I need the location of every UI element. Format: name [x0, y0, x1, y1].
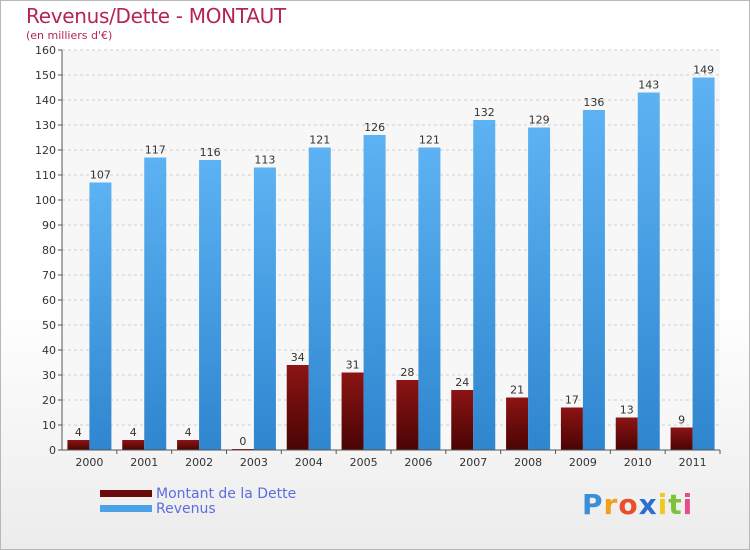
- y-tick-label: 100: [35, 194, 56, 207]
- data-label-debt: 0: [239, 435, 246, 448]
- data-label-revenue: 126: [364, 121, 385, 134]
- data-label-revenue: 107: [90, 169, 111, 182]
- bar-revenue: [144, 157, 167, 450]
- y-tick-label: 150: [35, 69, 56, 82]
- y-tick-label: 70: [42, 269, 56, 282]
- bar-debt: [286, 365, 309, 450]
- data-label-revenue: 143: [638, 79, 659, 92]
- y-tick-label: 90: [42, 219, 56, 232]
- data-label-debt: 28: [400, 366, 414, 379]
- data-label-revenue: 136: [583, 96, 604, 109]
- logo-letter: r: [603, 488, 619, 521]
- legend-item-revenue: Revenus: [100, 500, 296, 517]
- data-label-debt: 34: [291, 351, 305, 364]
- bar-revenue: [418, 147, 441, 450]
- y-tick-label: 40: [42, 344, 56, 357]
- legend-swatch-revenue: [100, 505, 152, 512]
- logo-letter: t: [668, 488, 683, 521]
- y-tick-label: 20: [42, 394, 56, 407]
- logo-letter: o: [618, 488, 639, 521]
- bar-revenue: [582, 110, 605, 450]
- data-label-debt: 24: [455, 376, 469, 389]
- bar-revenue: [528, 127, 551, 450]
- x-tick-label: 2001: [130, 456, 158, 469]
- y-tick-label: 110: [35, 169, 56, 182]
- legend-label-revenue: Revenus: [156, 500, 216, 517]
- x-tick-label: 2000: [75, 456, 103, 469]
- x-tick-label: 2011: [679, 456, 707, 469]
- y-tick-label: 160: [35, 44, 56, 57]
- x-tick-label: 2007: [459, 456, 487, 469]
- y-tick-label: 80: [42, 244, 56, 257]
- y-tick-label: 130: [35, 119, 56, 132]
- logo-letter: i: [657, 488, 669, 521]
- data-label-revenue: 132: [474, 106, 495, 119]
- data-label-revenue: 116: [200, 146, 221, 159]
- data-label-revenue: 113: [254, 154, 275, 167]
- bar-debt: [122, 440, 145, 450]
- y-tick-label: 10: [42, 419, 56, 432]
- y-tick-label: 140: [35, 94, 56, 107]
- bar-debt: [451, 390, 474, 450]
- bar-revenue: [253, 167, 276, 450]
- x-tick-label: 2010: [624, 456, 652, 469]
- y-tick-label: 30: [42, 369, 56, 382]
- logo-letter: x: [638, 488, 658, 521]
- chart-subtitle: (en milliers d'€): [26, 29, 113, 42]
- bar-revenue: [363, 135, 386, 450]
- bar-debt: [615, 417, 638, 450]
- y-tick-label: 50: [42, 319, 56, 332]
- bar-debt: [670, 427, 693, 450]
- data-label-revenue: 149: [693, 64, 714, 77]
- bar-revenue: [692, 77, 715, 450]
- proxiti-logo: Proxiti: [582, 488, 693, 521]
- data-label-revenue: 121: [309, 134, 330, 147]
- bar-revenue: [473, 120, 496, 450]
- bar-debt: [560, 407, 583, 450]
- legend-label-debt: Montant de la Dette: [156, 485, 297, 502]
- bar-debt: [177, 440, 200, 450]
- legend-item-debt: Montant de la Dette: [100, 485, 297, 502]
- data-label-debt: 31: [346, 359, 360, 372]
- x-tick-label: 2002: [185, 456, 213, 469]
- data-label-debt: 4: [75, 426, 82, 439]
- y-tick-label: 0: [49, 444, 56, 457]
- bar-debt: [67, 440, 90, 450]
- y-tick-label: 60: [42, 294, 56, 307]
- x-tick-label: 2009: [569, 456, 597, 469]
- x-tick-label: 2003: [240, 456, 268, 469]
- data-label-debt: 9: [678, 414, 685, 427]
- chart-title: Revenus/Dette - MONTAUT: [26, 4, 286, 28]
- logo-letter: i: [682, 488, 694, 521]
- data-label-debt: 21: [510, 384, 524, 397]
- bar-revenue: [308, 147, 331, 450]
- legend: Montant de la Dette Revenus: [100, 485, 297, 517]
- bar-debt: [396, 380, 419, 450]
- bar-debt: [341, 372, 364, 450]
- bar-revenue: [637, 92, 660, 450]
- x-tick-label: 2006: [404, 456, 432, 469]
- x-tick-label: 2004: [295, 456, 323, 469]
- x-tick-label: 2008: [514, 456, 542, 469]
- data-label-debt: 4: [130, 426, 137, 439]
- data-label-debt: 13: [620, 404, 634, 417]
- logo-letter: P: [582, 488, 604, 521]
- y-tick-label: 120: [35, 144, 56, 157]
- bar-revenue: [199, 160, 222, 450]
- bar-revenue: [89, 182, 112, 450]
- data-label-revenue: 121: [419, 134, 440, 147]
- data-label-revenue: 117: [145, 144, 166, 157]
- x-tick-label: 2005: [350, 456, 378, 469]
- data-label-debt: 4: [185, 426, 192, 439]
- legend-swatch-debt: [100, 490, 152, 497]
- bar-debt: [506, 397, 529, 450]
- data-label-revenue: 129: [529, 114, 550, 127]
- data-label-debt: 17: [565, 394, 579, 407]
